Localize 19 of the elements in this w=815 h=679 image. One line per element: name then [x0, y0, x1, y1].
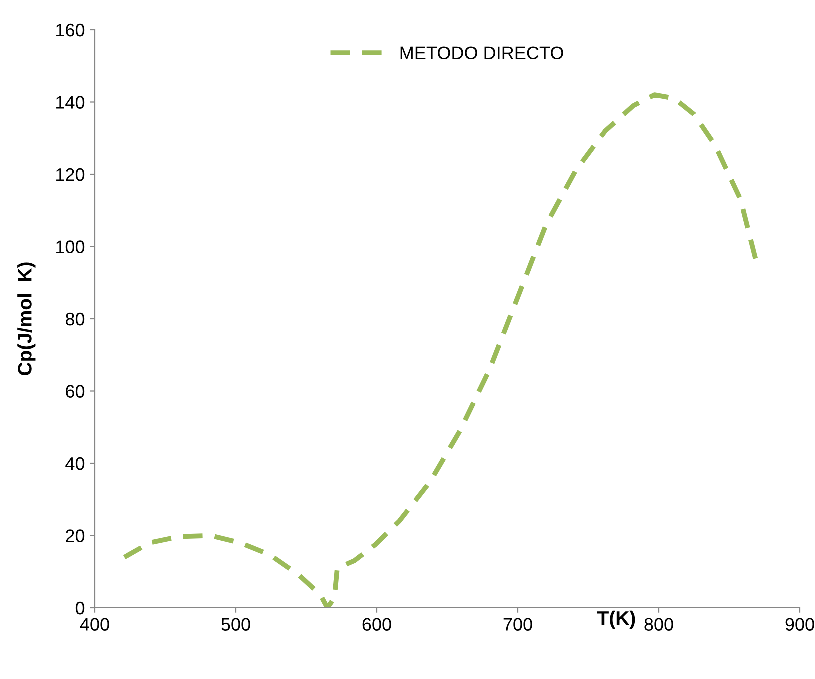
- y-tick-label: 100: [56, 240, 85, 254]
- y-tick-label: 60: [66, 385, 85, 398]
- x-tick-label: 800: [644, 618, 674, 631]
- y-tick-label: 40: [66, 457, 85, 470]
- x-tick-label: 600: [362, 618, 392, 631]
- y-tick-label: 80: [66, 312, 85, 326]
- x-tick-label: 500: [222, 618, 250, 631]
- y-tick-label: 20: [66, 530, 85, 542]
- x-tick-label: 700: [504, 618, 532, 631]
- y-tick-label: 0: [76, 602, 85, 615]
- y-tick-label: 160: [56, 24, 85, 37]
- x-tick-label: 400: [80, 618, 110, 631]
- y-tick-label: 120: [56, 168, 85, 182]
- y-axis-title: Cp(J/mol K): [18, 262, 36, 376]
- x-tick-label: 900: [786, 618, 814, 631]
- legend-label: METODO DIRECTO: [400, 46, 564, 60]
- line-series: [122, 92, 759, 608]
- y-tick-label: 140: [56, 96, 85, 109]
- x-axis-title: T(K): [597, 610, 636, 630]
